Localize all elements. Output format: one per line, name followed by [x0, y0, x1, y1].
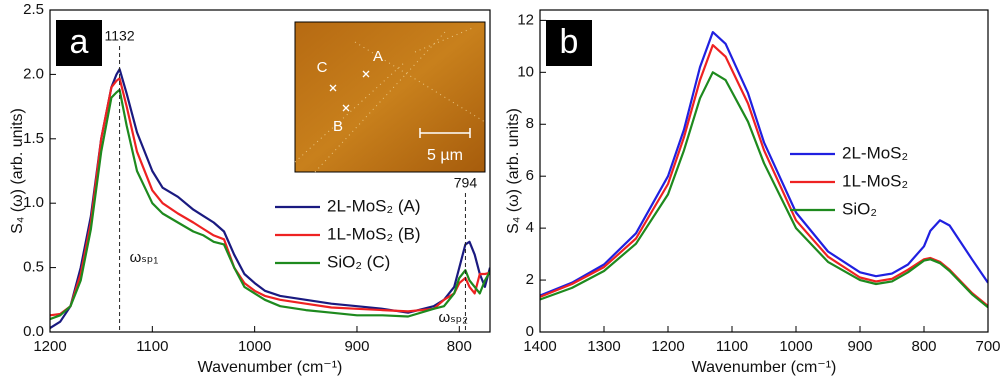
y-tick-label: 6 [526, 167, 534, 184]
y-tick-label: 2.0 [23, 65, 44, 82]
x-tick-label: 1300 [587, 338, 620, 355]
x-tick-label: 1200 [651, 338, 684, 355]
frame [540, 10, 988, 332]
legend-label: 1L-MoS₂ (B) [327, 224, 421, 243]
legend-label: SiO₂ (C) [327, 252, 390, 271]
y-tick-label: 0.5 [23, 259, 44, 276]
x-tick-label: 700 [975, 338, 1000, 355]
x-tick-label: 1100 [716, 338, 748, 355]
figure: ABC5 µm1132ωₛₚ₁794ωₛₚ₂120011001000900800… [0, 0, 1001, 381]
x-tick-label: 900 [847, 338, 872, 355]
annotation-mode: ωₛₚ₂ [438, 309, 468, 326]
x-tick-label: 800 [911, 338, 936, 355]
y-tick-label: 1.5 [23, 130, 44, 147]
y-axis-label: S₄ (ω) (arb. units) [505, 108, 522, 234]
x-tick-label: 900 [344, 338, 369, 355]
y-tick-label: 10 [517, 63, 534, 80]
x-tick-label: 1000 [238, 338, 271, 355]
x-tick-label: 1100 [136, 338, 168, 355]
x-tick-label: 800 [447, 338, 472, 355]
y-axis-label: S₄ (ω) (arb. units) [9, 108, 26, 234]
legend-label: 2L-MoS₂ (A) [327, 196, 421, 215]
y-tick-label: 1.0 [23, 194, 44, 211]
x-axis-label: Wavenumber (cm⁻¹) [198, 359, 343, 376]
panel-label: b [560, 23, 579, 61]
inset-point-label: B [333, 118, 343, 135]
x-tick-label: 1400 [523, 338, 556, 355]
y-tick-label: 0 [526, 323, 534, 340]
y-tick-label: 2.5 [23, 1, 44, 18]
legend-label: 2L-MoS₂ [842, 143, 908, 162]
x-axis-label: Wavenumber (cm⁻¹) [692, 359, 837, 376]
legend-label: SiO₂ [842, 199, 877, 218]
plot-area [540, 32, 988, 307]
y-tick-label: 12 [517, 11, 534, 28]
scale-bar-label: 5 µm [427, 147, 463, 164]
x-tick-label: 1000 [779, 338, 812, 355]
y-tick-label: 0.0 [23, 323, 44, 340]
annotation-label: 1132 [105, 28, 135, 44]
annotation-mode: ωₛₚ₁ [130, 249, 159, 266]
annotation-label: 794 [454, 175, 478, 191]
panel-label: a [70, 23, 89, 61]
legend-label: 1L-MoS₂ [842, 171, 908, 190]
y-tick-label: 8 [526, 115, 534, 132]
inset-point-label: A [373, 48, 383, 65]
y-tick-label: 2 [526, 271, 534, 288]
x-tick-label: 1200 [33, 338, 66, 355]
data-line [540, 72, 988, 307]
y-tick-label: 4 [526, 219, 534, 236]
inset-point-label: C [317, 59, 328, 76]
